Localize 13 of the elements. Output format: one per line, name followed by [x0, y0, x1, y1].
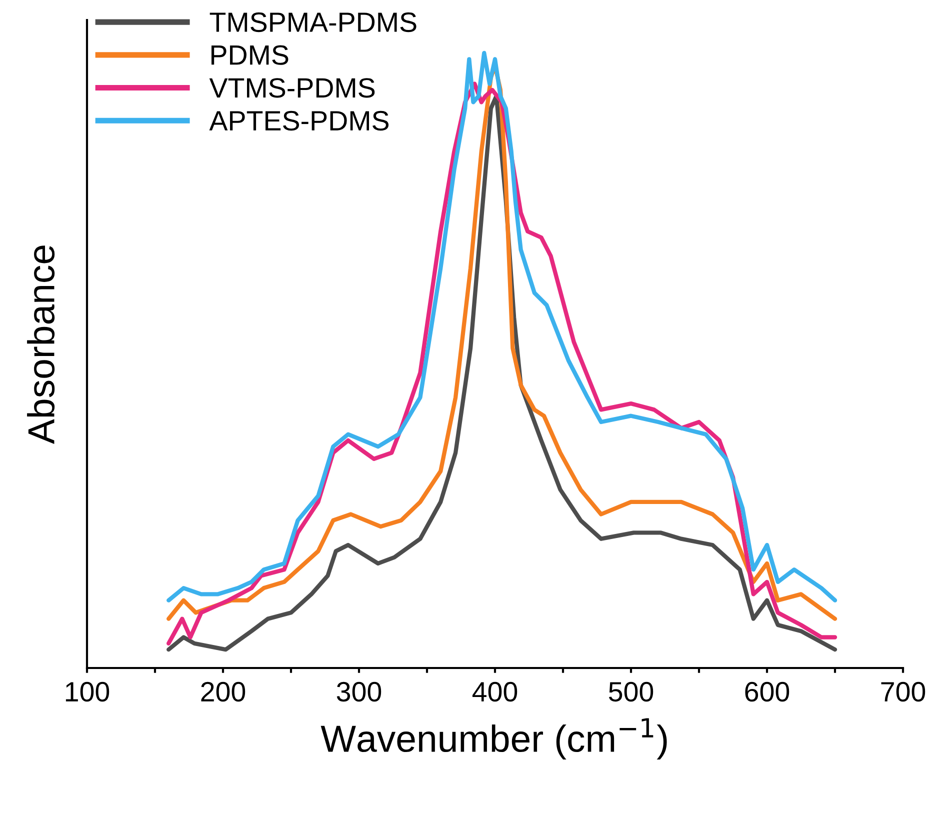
legend-label: TMSPMA-PDMS — [210, 12, 416, 32]
x-tick-label: 400 — [472, 682, 518, 702]
x-tick-label: 700 — [881, 682, 926, 702]
legend-label: VTMS-PDMS — [209, 78, 375, 98]
x-tick-label: 500 — [608, 682, 654, 702]
x-tick-label: 600 — [745, 682, 790, 702]
x-axis-title: Wavenumber (cm$^{−1}$) — [320, 718, 667, 760]
y-axis-title: Absorbance — [27, 246, 55, 444]
x-tick-label: 100 — [66, 682, 110, 702]
legend-label: APTES-PDMS — [209, 110, 389, 131]
legend-label: PDMS — [212, 45, 288, 65]
x-tick-label: 300 — [336, 682, 382, 702]
x-tick-label: 200 — [201, 682, 246, 702]
